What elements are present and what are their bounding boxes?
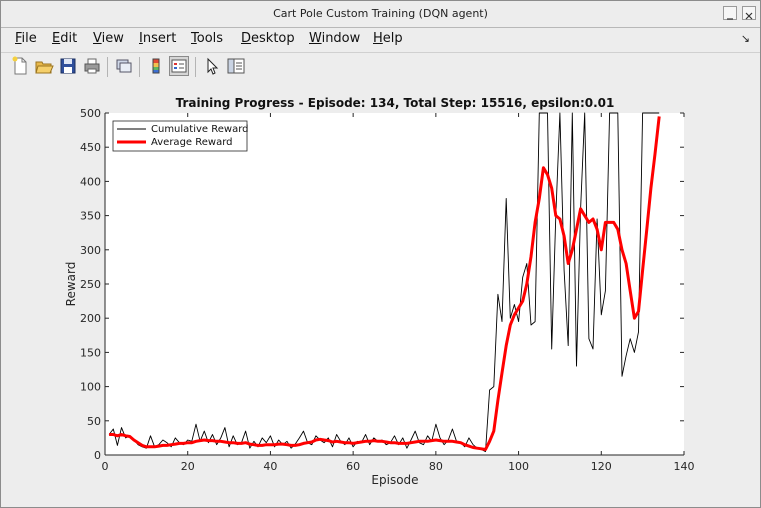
x-tick-label: 100 [508,460,529,473]
property-editor-icon [227,58,245,74]
menu-edit[interactable]: Edit [52,31,77,46]
link-axes-icon [116,59,132,73]
y-tick-label: 50 [87,415,101,428]
legend-label-average: Average Reward [151,137,232,148]
menu-desktop-label: esktop [251,31,295,46]
menu-insert-label: nsert [142,31,177,46]
legend[interactable]: Cumulative Reward Average Reward [112,120,249,152]
menu-desktop-mnemonic: D [241,31,252,46]
insert-colorbar-button[interactable] [146,56,166,76]
insert-legend-icon [171,59,187,73]
select-pointer-button[interactable] [202,56,222,76]
menu-tools-label: ools [196,31,224,46]
new-figure-icon [12,56,27,75]
print-button[interactable] [82,56,102,76]
window-title: Cart Pole Custom Training (DQN agent) [273,7,488,20]
insert-colorbar-icon [152,58,160,74]
menu-window-mnemonic: W [309,31,322,46]
y-tick-label: 300 [80,244,101,257]
reward-chart[interactable]: Training Progress - Episode: 134, Total … [1,81,760,507]
legend-box [112,120,248,152]
menu-edit-mnemonic: E [52,31,61,46]
y-tick-label: 500 [80,107,101,120]
x-tick-label: 80 [429,460,443,473]
x-tick-label: 20 [181,460,195,473]
minimize-button[interactable] [723,6,737,20]
close-icon [745,12,753,20]
toolbar-separator [195,57,196,77]
y-tick-label: 400 [80,175,101,188]
y-axis-label: Reward [64,262,78,307]
menu-file-label: ile [21,31,37,46]
menu-help-label: elp [382,31,403,46]
open-file-icon [35,61,54,74]
y-tick-label: 200 [80,312,101,325]
y-tick-label: 450 [80,141,101,154]
title-bar[interactable]: Cart Pole Custom Training (DQN agent) [1,1,760,28]
menu-view[interactable]: View [93,31,124,46]
menu-tools[interactable]: Tools [191,31,223,46]
menu-desktop[interactable]: Desktop [241,31,295,46]
property-editor-button[interactable] [226,56,246,76]
menu-insert[interactable]: Insert [139,31,176,46]
x-tick-label: 120 [591,460,612,473]
new-figure-button[interactable] [10,56,30,76]
menu-window-label: indow [321,31,361,46]
menu-file[interactable]: File [15,31,37,46]
x-axis-label: Episode [371,473,418,487]
minimize-icon [727,18,733,20]
menu-view-label: iew [101,31,124,46]
y-tick-label: 100 [80,381,101,394]
toolbar-separator [107,57,108,77]
chart-title: Training Progress - Episode: 134, Total … [176,96,615,110]
print-icon [84,58,100,74]
pointer-icon [207,57,219,75]
figure-toolbar [1,52,760,82]
x-tick-label: 60 [346,460,360,473]
link-axes-button[interactable] [114,56,134,76]
toolbar-separator [139,57,140,77]
menu-window[interactable]: Window [309,31,360,46]
x-tick-label: 140 [674,460,695,473]
x-axis-ticks: 0 20 40 60 80 100 120 140 [102,113,695,473]
menu-bar: File Edit View Insert Tools Desktop Wind… [1,28,760,50]
save-icon [60,58,76,74]
menu-tools-mnemonic: T [191,31,197,46]
x-tick-label: 40 [263,460,277,473]
x-tick-label: 0 [102,460,109,473]
figure-canvas[interactable]: Training Progress - Episode: 134, Total … [1,81,760,507]
plot-area[interactable] [105,113,684,455]
open-file-button[interactable] [34,56,54,76]
y-tick-label: 350 [80,210,101,223]
y-tick-label: 0 [94,449,101,462]
menu-view-mnemonic: V [93,31,102,46]
dock-figure-button[interactable]: ↘ [740,32,750,45]
y-tick-label: 250 [80,278,101,291]
y-tick-label: 150 [80,346,101,359]
close-button[interactable] [742,6,756,20]
menu-help-mnemonic: H [373,31,383,46]
menu-file-mnemonic: F [15,31,22,46]
save-button[interactable] [58,56,78,76]
series-layer [108,112,661,453]
menu-insert-mnemonic: I [139,31,143,46]
average-reward-line [109,116,661,451]
menu-edit-label: dit [60,31,78,46]
legend-label-cumulative: Cumulative Reward [151,124,249,135]
insert-legend-button[interactable] [169,56,189,76]
menu-help[interactable]: Help [373,31,403,46]
